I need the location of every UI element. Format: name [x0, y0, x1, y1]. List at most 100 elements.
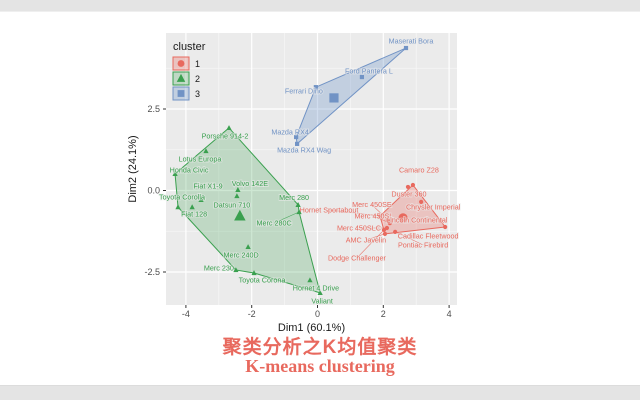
data-point-marker	[405, 184, 411, 190]
label-leader-line	[395, 231, 424, 246]
data-point-label: Merc 450SE	[352, 200, 392, 209]
data-point-marker	[381, 227, 387, 233]
data-point-marker	[175, 204, 181, 210]
data-point-marker	[384, 225, 390, 231]
legend-label: 1	[195, 59, 200, 69]
data-point-label: Mazda RX4 Wag	[277, 145, 331, 154]
data-point-marker	[438, 219, 443, 224]
legend-title: cluster	[173, 41, 206, 53]
cluster-hull	[379, 184, 446, 235]
data-point-marker	[295, 202, 301, 207]
data-point-marker	[403, 45, 409, 51]
centroid-marker	[398, 213, 408, 223]
data-point-marker	[419, 199, 424, 205]
data-point-label: Volvo 142E	[232, 179, 269, 188]
data-point-marker	[393, 229, 398, 235]
x-tick-label: -2	[248, 309, 256, 319]
data-point-label: AMC Javelin	[346, 235, 386, 244]
data-point-marker	[294, 134, 299, 140]
data-point-label: Ferrari Dino	[285, 87, 323, 96]
data-point-label: Mazda RX4	[271, 127, 309, 136]
data-point-label: Maserati Bora	[389, 36, 434, 45]
data-point-label: Hornet 4 Drive	[293, 284, 339, 293]
cluster-group-3: Maserati Bora Ford Pantera L Ferrari Dino M…	[270, 35, 434, 155]
data-point-label: Chrysler Imperial	[406, 202, 461, 211]
data-point-marker	[387, 221, 392, 226]
y-tick-label: 0.0	[147, 186, 160, 196]
gridlines	[166, 33, 457, 305]
data-point-marker	[226, 125, 232, 131]
cluster-group-2: Porsche 914-2 Lotus Europa Honda Civic Toyo…	[158, 125, 340, 306]
centroid-marker	[234, 209, 246, 221]
legend-key-circle-icon	[177, 60, 185, 67]
data-point-label: Datsun 710	[214, 200, 251, 209]
data-point-marker	[410, 182, 416, 188]
data-point-label: Toyota Corona	[239, 275, 286, 284]
data-point-marker	[235, 187, 241, 192]
data-point-marker	[189, 204, 195, 210]
data-point-marker	[251, 270, 257, 276]
data-point-label: Ford Pantera L	[345, 66, 393, 75]
data-point-marker	[385, 217, 391, 222]
data-point-marker	[198, 197, 204, 203]
legend-label: 3	[195, 89, 200, 99]
data-point-marker	[307, 277, 313, 283]
x-tick-label: 0	[315, 309, 320, 319]
x-axis-title: Dim1 (60.1%)	[278, 322, 345, 334]
data-point-label: Merc 450SLC	[337, 223, 381, 232]
data-point-label: Merc 230	[204, 263, 234, 272]
top-chrome-bar	[0, 0, 640, 12]
data-point-marker	[245, 244, 251, 250]
data-point-marker	[443, 224, 448, 230]
data-point-marker	[382, 231, 388, 236]
y-tick-label: -2.5	[144, 267, 160, 277]
label-leader-line	[328, 209, 381, 217]
y-tick-label: 2.5	[147, 104, 160, 114]
cluster-group-1: Camaro Z28 Duster 360 Chrysler Imperial Hor…	[299, 164, 462, 263]
label-leader-line	[273, 211, 300, 224]
data-point-label: Duster 360	[391, 189, 426, 198]
y-axis: 2.5 0.0 -2.5 Dim2 (24.1%)	[127, 104, 166, 277]
data-point-label: Fiat 128	[181, 210, 207, 219]
data-point-label: Cadillac Fleetwood	[398, 231, 459, 240]
data-point-label: Valiant	[311, 296, 332, 305]
label-leader-line	[371, 204, 389, 221]
data-point-label: Lincoln Continental	[386, 216, 448, 225]
x-tick-label: 4	[447, 309, 452, 319]
data-point-marker	[359, 74, 365, 80]
x-tick-label: 2	[381, 309, 386, 319]
legend-key-square-icon	[177, 90, 185, 97]
legend-key-triangle-icon	[176, 73, 186, 82]
data-point-marker	[234, 193, 240, 199]
data-point-label: Merc 240D	[224, 250, 259, 259]
data-point-label: Lotus Europa	[179, 154, 222, 163]
data-point-label: Hornet Sportabout	[300, 205, 359, 214]
y-axis-title: Dim2 (24.1%)	[127, 135, 139, 202]
data-point-label: Toyota Corolla	[159, 193, 205, 202]
x-tick-label: -4	[182, 309, 190, 319]
chart-title-zh: 聚类分析之K均值聚类	[222, 337, 418, 358]
data-point-label: Honda Civic	[170, 165, 209, 174]
legend: cluster 1 2 3	[172, 41, 206, 101]
data-point-marker	[172, 171, 178, 176]
data-point-marker	[295, 141, 300, 146]
data-point-label: Merc 280C	[257, 218, 292, 227]
data-point-marker	[233, 267, 239, 273]
legend-label: 2	[195, 74, 200, 84]
data-point-marker	[377, 213, 383, 219]
data-point-label: Merc 450SL	[355, 212, 394, 221]
bottom-chrome-bar	[0, 385, 640, 400]
label-leader-line	[356, 229, 385, 259]
data-point-label: Camaro Z28	[399, 165, 439, 174]
data-point-marker	[317, 290, 323, 295]
data-point-label: Merc 280	[279, 193, 309, 202]
centroid-marker	[329, 93, 339, 103]
label-leader-line	[373, 215, 391, 224]
data-point-label: Pontiac Firebird	[398, 240, 448, 249]
chart-title-en: K-means clustering	[245, 356, 395, 376]
data-point-label: Fiat X1-9	[193, 181, 222, 190]
label-leader-line	[365, 233, 386, 241]
data-point-marker	[296, 209, 302, 215]
data-point-marker	[203, 148, 209, 154]
